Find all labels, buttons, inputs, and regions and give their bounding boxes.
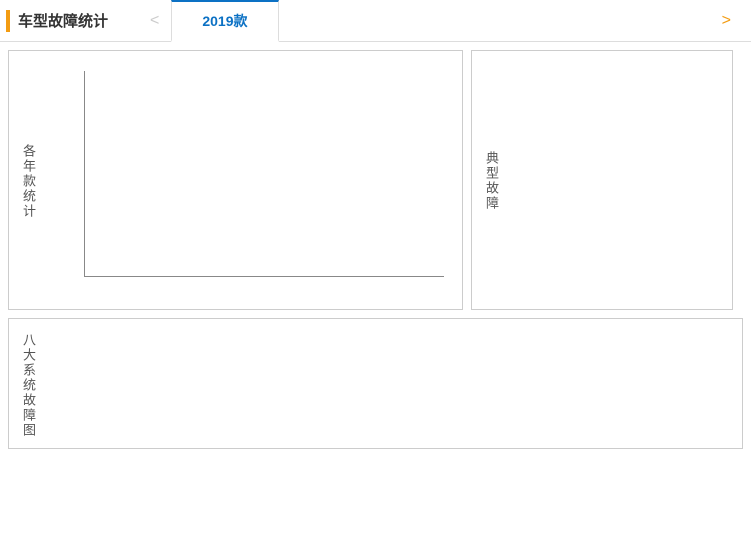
year-chart-panel: 各年款统计 [8,50,463,310]
header-accent [6,10,10,32]
systems-panel: 八大系统故障图 [8,318,743,449]
tab-2019款[interactable]: 2019款 [171,0,278,42]
page-title: 车型故障统计 [18,10,108,31]
faults-vlabel: 典型故障 [482,63,501,299]
systems-vlabel: 八大系统故障图 [19,333,38,438]
year-chart-vlabel: 各年款统计 [19,63,38,299]
faults-panel: 典型故障 [471,50,733,310]
year-bar-chart [38,63,452,299]
header-bar: 车型故障统计 < 2019款 > [0,0,751,42]
tabs-next-arrow[interactable]: > [710,12,743,30]
tabs-prev-arrow[interactable]: < [138,12,171,30]
